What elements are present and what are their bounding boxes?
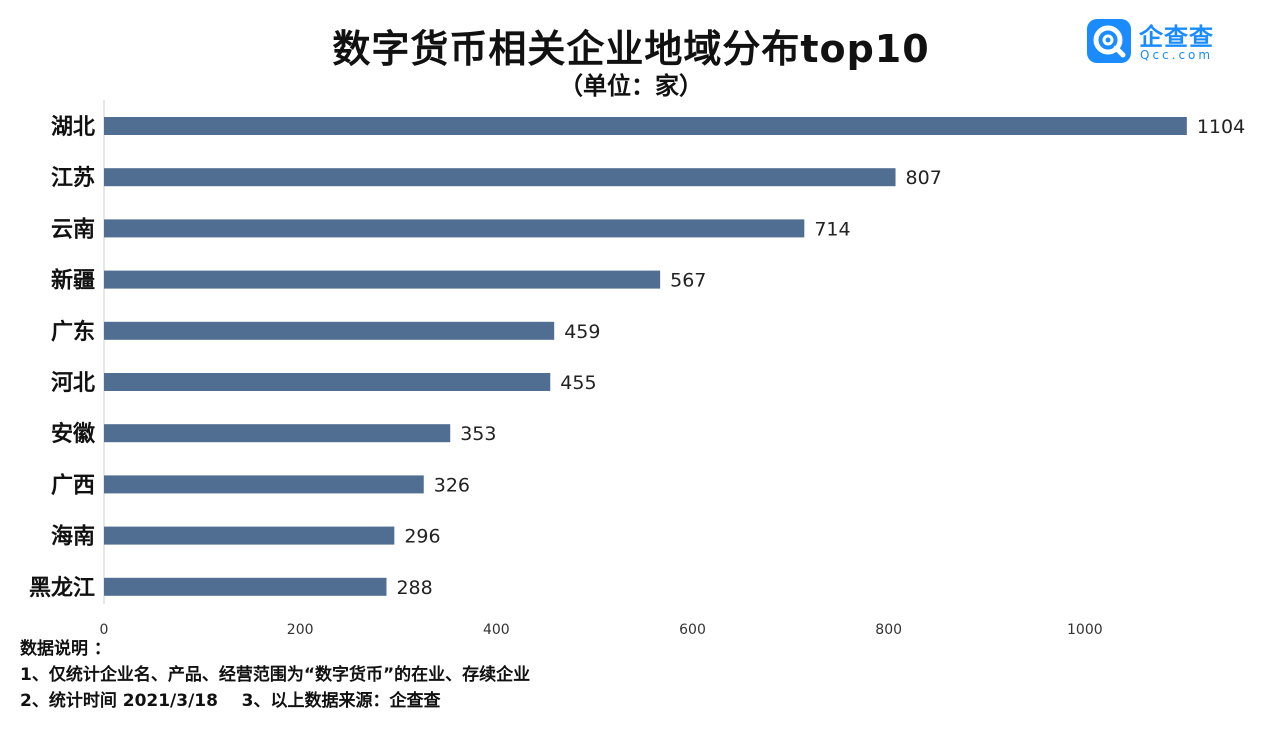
value-label: 288	[396, 577, 432, 599]
chart-title: 数字货币相关企业地域分布top10	[332, 27, 930, 71]
x-tick-label: 200	[287, 622, 314, 638]
value-label: 353	[460, 423, 496, 445]
category-label: 广西	[51, 472, 95, 498]
value-label: 1104	[1197, 116, 1245, 138]
chart-subtitle: （单位：家）	[559, 72, 703, 100]
notes-heading: 数据说明 ：	[20, 639, 111, 659]
category-label: 湖北	[51, 115, 95, 140]
x-tick-label: 1000	[1067, 622, 1103, 638]
category-label: 江苏	[51, 165, 95, 191]
bar	[104, 321, 555, 340]
category-label: 海南	[51, 524, 95, 550]
notes-line-2: 2、统计时间 2021/3/18 3、以上数据来源：企查查	[20, 691, 441, 711]
value-label: 459	[564, 321, 600, 343]
x-tick-label: 800	[875, 622, 902, 638]
category-label: 新疆	[51, 268, 95, 294]
bar	[104, 270, 661, 289]
category-label: 广东	[51, 319, 95, 345]
value-label: 455	[560, 372, 596, 394]
x-tick-label: 600	[679, 622, 706, 638]
qcc-logo-icon	[1087, 19, 1131, 63]
value-label: 807	[906, 167, 942, 189]
bar	[104, 526, 395, 545]
value-label: 567	[670, 270, 706, 292]
brand-domain: Qcc.com	[1140, 48, 1214, 62]
category-label: 河北	[51, 371, 95, 396]
notes-line-1: 1、仅统计企业名、产品、经营范围为“数字货币”的在业、存续企业	[20, 665, 531, 685]
x-tick-label: 400	[483, 622, 510, 638]
bar	[104, 168, 896, 187]
category-label: 黑龙江	[29, 576, 95, 601]
bar	[104, 424, 451, 443]
bar	[104, 373, 551, 391]
bar	[104, 117, 1187, 135]
category-label: 安徽	[51, 421, 96, 447]
data-notes: 数据说明 ： 1、仅统计企业名、产品、经营范围为“数字货币”的在业、存续企业 2…	[20, 636, 530, 714]
value-label: 714	[814, 218, 850, 240]
brand-logo: 企查查 Qcc.com	[1087, 16, 1237, 66]
value-label: 326	[434, 474, 470, 496]
bar	[104, 475, 424, 494]
bar	[104, 577, 387, 596]
brand-name: 企查查	[1139, 23, 1214, 51]
category-label: 云南	[51, 217, 95, 242]
value-label: 296	[404, 526, 440, 548]
bar	[104, 219, 805, 238]
x-tick-label: 0	[100, 622, 109, 638]
